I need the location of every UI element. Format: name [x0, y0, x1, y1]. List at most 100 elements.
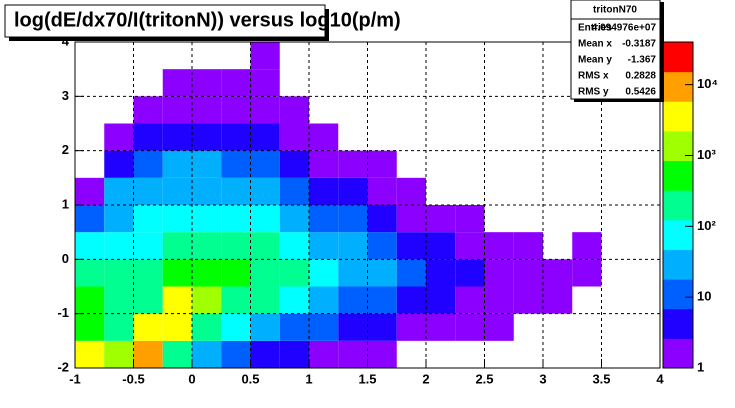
z-tick-label: 1 [697, 359, 704, 374]
stats-value: -0.3187 [622, 39, 656, 50]
stats-name: Entries [578, 23, 612, 34]
palette-band [663, 160, 693, 191]
cell [279, 123, 309, 151]
cell [250, 96, 280, 124]
stats-value: 4.094976e+07 [592, 23, 657, 34]
cell [572, 232, 602, 260]
cell [396, 259, 426, 287]
cell [250, 232, 280, 260]
cell [221, 313, 251, 341]
cell [367, 313, 397, 341]
x-tick-label: 1.5 [358, 371, 376, 386]
cell [338, 150, 368, 178]
x-tick-label: -0.5 [122, 371, 144, 386]
cell [221, 259, 251, 287]
cell [338, 177, 368, 205]
cell [221, 123, 251, 151]
palette-band [663, 101, 693, 132]
cell [104, 150, 134, 178]
cell [162, 123, 192, 151]
cell [367, 259, 397, 287]
cell [162, 177, 192, 205]
cell [192, 123, 222, 151]
cell [367, 150, 397, 178]
cell [75, 340, 105, 368]
stats-name: RMS x [578, 71, 609, 82]
cell [279, 340, 309, 368]
cell [162, 69, 192, 97]
cell [279, 313, 309, 341]
palette-band [663, 42, 693, 73]
x-tick-label: 0 [188, 371, 195, 386]
cell [455, 259, 485, 287]
cell [543, 286, 573, 314]
cell [309, 205, 339, 233]
palette-band [663, 71, 693, 102]
y-tick-label: -1 [57, 305, 69, 320]
stats-value: -1.367 [628, 55, 657, 66]
cell [250, 69, 280, 97]
cell [162, 313, 192, 341]
stats-value: 0.5426 [625, 87, 656, 98]
palette-band [663, 338, 693, 369]
cell [104, 313, 134, 341]
cell [455, 205, 485, 233]
x-tick-label: -1 [69, 371, 81, 386]
cell [250, 123, 280, 151]
z-tick-label: 10 [697, 289, 711, 304]
cell [279, 286, 309, 314]
cell [426, 232, 456, 260]
stats-name: Mean x [578, 39, 612, 50]
cell [367, 205, 397, 233]
cell [221, 286, 251, 314]
chart-title: log(dE/dx70/I(tritonN)) versus log10(p/m… [14, 9, 401, 31]
cell [162, 340, 192, 368]
cell [133, 150, 163, 178]
palette-band [663, 130, 693, 162]
cell [426, 205, 456, 233]
palette-band [663, 190, 693, 221]
cell [192, 177, 222, 205]
title-box [4, 4, 326, 38]
cell [104, 123, 134, 151]
cell [279, 259, 309, 287]
cell [192, 313, 222, 341]
cell [133, 340, 163, 368]
cell [192, 232, 222, 260]
cell [221, 96, 251, 124]
cell [162, 205, 192, 233]
cell [279, 96, 309, 124]
cell [221, 177, 251, 205]
cell [309, 259, 339, 287]
cell [221, 340, 251, 368]
cell [513, 259, 543, 287]
cell [75, 259, 105, 287]
cell [221, 150, 251, 178]
cell [309, 313, 339, 341]
cell [221, 69, 251, 97]
z-tick-label: 10⁴ [697, 76, 718, 91]
cell [513, 232, 543, 260]
cell [396, 286, 426, 314]
palette-band [663, 249, 693, 280]
cell [133, 123, 163, 151]
stats-title: tritonN70 [593, 5, 637, 16]
cell [484, 286, 514, 314]
cell [338, 286, 368, 314]
stats-name: RMS y [578, 87, 609, 98]
cell [309, 286, 339, 314]
cell [75, 286, 105, 314]
stats-name: Mean y [578, 55, 612, 66]
plot-border [74, 41, 661, 369]
x-tick-label: 2.5 [475, 371, 493, 386]
cell [309, 340, 339, 368]
y-tick-label: 0 [62, 251, 69, 266]
cell [104, 286, 134, 314]
cell [309, 177, 339, 205]
cell [162, 286, 192, 314]
cell [250, 177, 280, 205]
y-tick-label: 2 [62, 142, 69, 157]
z-tick-label: 10³ [697, 147, 716, 162]
cell [279, 205, 309, 233]
